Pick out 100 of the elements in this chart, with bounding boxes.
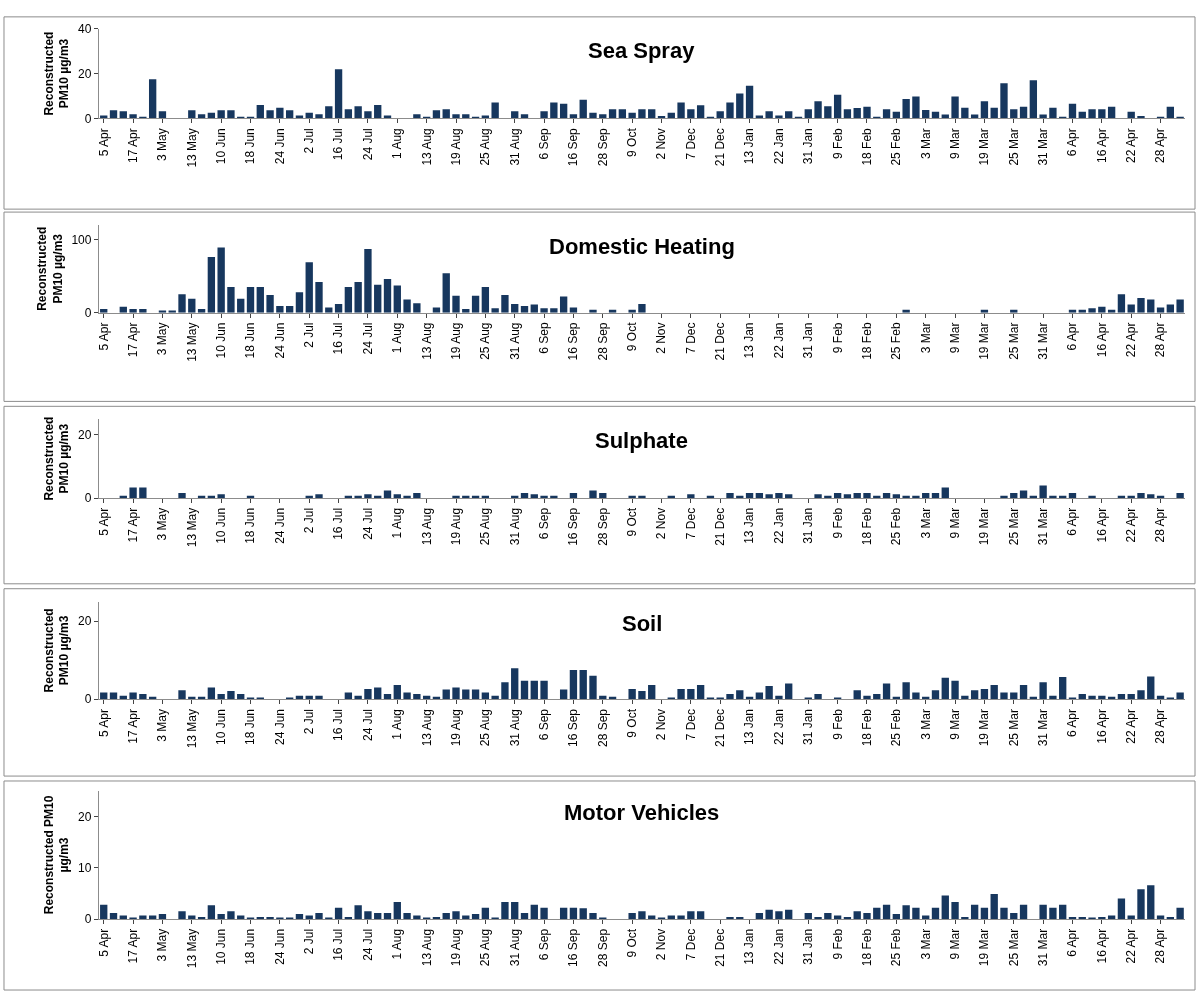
- x-tick-label: 28 Apr: [1153, 928, 1168, 964]
- x-tick-label: 17 Apr: [125, 128, 140, 163]
- x-tick-label: 19 Aug: [448, 507, 463, 546]
- x-tick-label: 10 Jun: [214, 928, 229, 965]
- bar: [413, 694, 421, 700]
- x-tick-label: 5 Apr: [96, 507, 111, 536]
- bar: [745, 85, 754, 119]
- bar: [227, 110, 235, 119]
- bar: [491, 917, 499, 920]
- bar: [1166, 916, 1175, 920]
- x-tick-label: 13 Jan: [742, 708, 757, 745]
- x-tick-label: 18 Feb: [859, 507, 874, 546]
- bar: [550, 102, 558, 119]
- x-tick-label: 21 Dec: [713, 507, 728, 546]
- y-axis-title: Reconstructed PM10 µg/m3: [41, 416, 72, 501]
- x-tick-label: 19 Mar: [977, 128, 992, 166]
- bar: [726, 916, 734, 920]
- x-tick-label: 31 Aug: [507, 928, 522, 967]
- x-tick-label: 21 Dec: [713, 128, 728, 167]
- bar: [863, 492, 871, 499]
- bar: [364, 249, 372, 313]
- bar: [1176, 299, 1184, 313]
- x-tick-label: 16 Apr: [1094, 507, 1109, 543]
- bar: [1019, 904, 1028, 920]
- bar: [696, 105, 705, 119]
- x-tick-label: 24 Jul: [360, 507, 375, 540]
- bar: [188, 110, 196, 119]
- bar: [579, 669, 587, 700]
- bar: [246, 917, 255, 920]
- bar: [608, 109, 617, 119]
- x-tick-label: 6 Apr: [1065, 128, 1080, 157]
- bar: [511, 902, 519, 920]
- bar: [589, 490, 597, 499]
- bar: [325, 917, 333, 920]
- bar: [413, 915, 421, 920]
- bar: [374, 687, 382, 700]
- bar: [1107, 915, 1116, 920]
- bar: [853, 911, 861, 920]
- bar: [119, 915, 127, 920]
- bar: [814, 916, 822, 920]
- x-tick-label: 31 Jan: [801, 928, 816, 965]
- bar: [266, 295, 274, 313]
- bar: [961, 916, 969, 920]
- bar: [726, 492, 734, 499]
- bar: [452, 495, 460, 499]
- bar: [540, 680, 548, 700]
- x-tick-label: 13 Aug: [419, 322, 434, 360]
- bar: [139, 915, 147, 920]
- x-tick-label: 16 Sep: [566, 507, 581, 546]
- y-tick-label: 20: [78, 66, 92, 81]
- bar: [559, 689, 568, 700]
- bar: [843, 916, 852, 920]
- x-tick-label: 18 Jun: [243, 322, 258, 359]
- x-tick-label: 3 May: [155, 708, 170, 742]
- x-tick-label: 18 Jun: [243, 507, 258, 544]
- bar: [824, 912, 832, 920]
- bar: [755, 492, 764, 499]
- x-tick-label: 31 Mar: [1036, 708, 1051, 747]
- x-tick-label: 28 Apr: [1153, 322, 1168, 358]
- x-tick-label: 1 Aug: [390, 507, 405, 539]
- x-tick-label: 13 May: [184, 507, 199, 548]
- x-tick-label: 7 Dec: [683, 928, 698, 961]
- bar: [1000, 83, 1008, 119]
- bar: [1059, 676, 1067, 700]
- bar: [1010, 492, 1018, 499]
- bar: [501, 902, 509, 920]
- x-tick-label: 22 Apr: [1124, 708, 1139, 744]
- x-tick-label: 18 Jun: [243, 708, 258, 745]
- bar: [569, 907, 578, 920]
- bar: [912, 907, 920, 920]
- bar: [1078, 694, 1086, 700]
- bar: [843, 494, 852, 499]
- x-tick-label: 2 Jul: [302, 507, 317, 534]
- bar: [775, 695, 783, 700]
- x-tick-label: 5 Apr: [96, 128, 111, 157]
- x-tick-label: 1 Aug: [390, 322, 405, 354]
- x-tick-label: 3 Mar: [918, 507, 933, 539]
- x-tick-label: 2 Nov: [654, 322, 669, 354]
- bar: [1176, 692, 1184, 700]
- bar: [980, 101, 989, 119]
- bar: [1117, 898, 1126, 920]
- x-tick-label: 28 Sep: [595, 127, 610, 167]
- bar: [843, 109, 852, 119]
- x-tick-label: 9 Oct: [625, 708, 640, 738]
- y-tick-label: 0: [84, 912, 92, 927]
- bar: [1137, 492, 1145, 499]
- x-tick-label: 6 Apr: [1065, 928, 1080, 957]
- x-tick-label: 17 Apr: [125, 507, 140, 543]
- y-tick-label: 10: [78, 860, 92, 875]
- bar: [618, 109, 627, 119]
- bar: [354, 495, 362, 499]
- x-tick-label: 17 Apr: [125, 708, 140, 744]
- bar: [266, 916, 274, 920]
- bar: [628, 495, 636, 499]
- bar: [1049, 495, 1057, 499]
- x-tick-label: 28 Sep: [595, 322, 610, 361]
- bar: [207, 257, 216, 313]
- x-tick-label: 10 Jun: [214, 708, 229, 745]
- bar: [569, 114, 578, 119]
- x-tick-label: 19 Mar: [977, 708, 992, 747]
